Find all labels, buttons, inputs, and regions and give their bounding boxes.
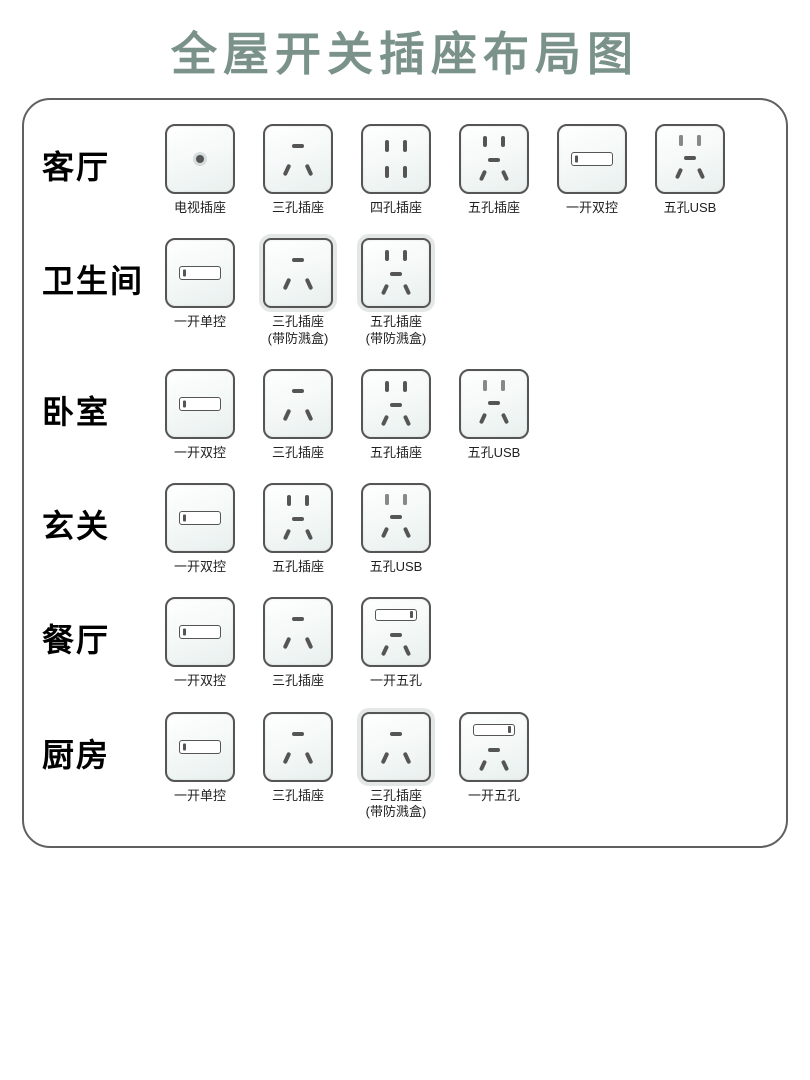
- outlet-label: 一开双控: [174, 673, 226, 689]
- outlet-item: 三孔插座: [258, 369, 338, 461]
- outlet-icon-p5: [361, 238, 431, 308]
- room-label: 餐厅: [42, 597, 160, 661]
- outlet-label: 一开五孔: [370, 673, 422, 689]
- outlet-item: 五孔插座: [356, 369, 436, 461]
- outlet-label: 五孔插座: [370, 445, 422, 461]
- outlet-icon-p3: [263, 597, 333, 667]
- outlet-icon-sw5: [459, 712, 529, 782]
- outlet-label: 五孔USB: [664, 200, 717, 216]
- outlet-icon-p3: [263, 124, 333, 194]
- outlet-icon-p5: [459, 124, 529, 194]
- outlet-icon-p3: [263, 712, 333, 782]
- outlet-item: 五孔插座: [454, 124, 534, 216]
- room-items: 电视插座 三孔插座 四孔插座 五孔插座 一开双控 五孔USB: [160, 124, 730, 216]
- outlet-item: 一开双控: [160, 369, 240, 461]
- room-label: 玄关: [42, 483, 160, 547]
- outlet-item: 四孔插座: [356, 124, 436, 216]
- room-label: 客厅: [42, 124, 160, 188]
- outlet-label: 三孔插座: [272, 445, 324, 461]
- outlet-item: 五孔插座 (带防溅盒): [356, 238, 436, 347]
- outlet-label: 五孔USB: [370, 559, 423, 575]
- room-items: 一开单控 三孔插座 (带防溅盒) 五孔插座 (带防溅盒): [160, 238, 436, 347]
- outlet-label: 四孔插座: [370, 200, 422, 216]
- outlet-label: 一开双控: [174, 445, 226, 461]
- outlet-item: 五孔USB: [650, 124, 730, 216]
- room-row: 客厅电视插座 三孔插座 四孔插座 五孔插座 一开双控 五孔USB: [42, 124, 768, 216]
- room-items: 一开双控 三孔插座 一开五孔: [160, 597, 436, 689]
- outlet-label: 三孔插座: [272, 788, 324, 804]
- room-items: 一开双控 五孔插座 五孔USB: [160, 483, 436, 575]
- outlet-item: 五孔USB: [356, 483, 436, 575]
- room-row: 玄关一开双控 五孔插座 五孔USB: [42, 483, 768, 575]
- layout-panel: 客厅电视插座三孔插座四孔插座五孔插座一开双控五孔USB卫生间一开单控三孔插座 (…: [22, 98, 788, 848]
- outlet-icon-p5u: [655, 124, 725, 194]
- outlet-icon-p5: [263, 483, 333, 553]
- outlet-label: 三孔插座: [272, 200, 324, 216]
- outlet-label: 三孔插座 (带防溅盒): [366, 788, 427, 821]
- outlet-label: 一开五孔: [468, 788, 520, 804]
- outlet-item: 五孔插座: [258, 483, 338, 575]
- outlet-icon-p5u: [459, 369, 529, 439]
- outlet-icon-sw5: [361, 597, 431, 667]
- outlet-label: 三孔插座: [272, 673, 324, 689]
- outlet-item: 三孔插座 (带防溅盒): [258, 238, 338, 347]
- outlet-icon-sw: [557, 124, 627, 194]
- outlet-item: 一开单控: [160, 712, 240, 821]
- outlet-item: 一开五孔: [356, 597, 436, 689]
- outlet-item: 一开双控: [160, 597, 240, 689]
- outlet-icon-p3: [263, 238, 333, 308]
- outlet-item: 五孔USB: [454, 369, 534, 461]
- outlet-label: 五孔插座: [272, 559, 324, 575]
- outlet-label: 一开双控: [174, 559, 226, 575]
- outlet-icon-sw: [165, 238, 235, 308]
- outlet-item: 一开双控: [160, 483, 240, 575]
- outlet-icon-p5u: [361, 483, 431, 553]
- outlet-item: 三孔插座: [258, 712, 338, 821]
- room-row: 卧室一开双控 三孔插座 五孔插座 五孔USB: [42, 369, 768, 461]
- outlet-icon-tv: [165, 124, 235, 194]
- outlet-label: 五孔插座 (带防溅盒): [366, 314, 427, 347]
- outlet-icon-p4: [361, 124, 431, 194]
- outlet-item: 一开双控: [552, 124, 632, 216]
- room-items: 一开双控 三孔插座 五孔插座 五孔USB: [160, 369, 534, 461]
- outlet-item: 一开五孔: [454, 712, 534, 821]
- room-row: 卫生间一开单控 三孔插座 (带防溅盒) 五孔插座 (带防溅盒): [42, 238, 768, 347]
- room-label: 卫生间: [42, 238, 160, 302]
- page-title: 全屋开关插座布局图: [0, 0, 810, 98]
- outlet-label: 一开单控: [174, 314, 226, 330]
- outlet-label: 五孔插座: [468, 200, 520, 216]
- outlet-label: 三孔插座 (带防溅盒): [268, 314, 329, 347]
- outlet-icon-sw: [165, 483, 235, 553]
- outlet-item: 三孔插座: [258, 597, 338, 689]
- outlet-icon-p5: [361, 369, 431, 439]
- outlet-label: 一开双控: [566, 200, 618, 216]
- outlet-item: 一开单控: [160, 238, 240, 347]
- outlet-item: 三孔插座: [258, 124, 338, 216]
- room-row: 餐厅一开双控 三孔插座 一开五孔: [42, 597, 768, 689]
- outlet-item: 三孔插座 (带防溅盒): [356, 712, 436, 821]
- outlet-label: 电视插座: [174, 200, 226, 216]
- outlet-icon-sw: [165, 712, 235, 782]
- outlet-icon-p3: [263, 369, 333, 439]
- outlet-icon-sw: [165, 369, 235, 439]
- room-label: 卧室: [42, 369, 160, 433]
- room-row: 厨房一开单控 三孔插座 三孔插座 (带防溅盒) 一开五孔: [42, 712, 768, 821]
- room-label: 厨房: [42, 712, 160, 776]
- outlet-label: 一开单控: [174, 788, 226, 804]
- room-items: 一开单控 三孔插座 三孔插座 (带防溅盒) 一开五孔: [160, 712, 534, 821]
- outlet-label: 五孔USB: [468, 445, 521, 461]
- outlet-item: 电视插座: [160, 124, 240, 216]
- outlet-icon-p3: [361, 712, 431, 782]
- outlet-icon-sw: [165, 597, 235, 667]
